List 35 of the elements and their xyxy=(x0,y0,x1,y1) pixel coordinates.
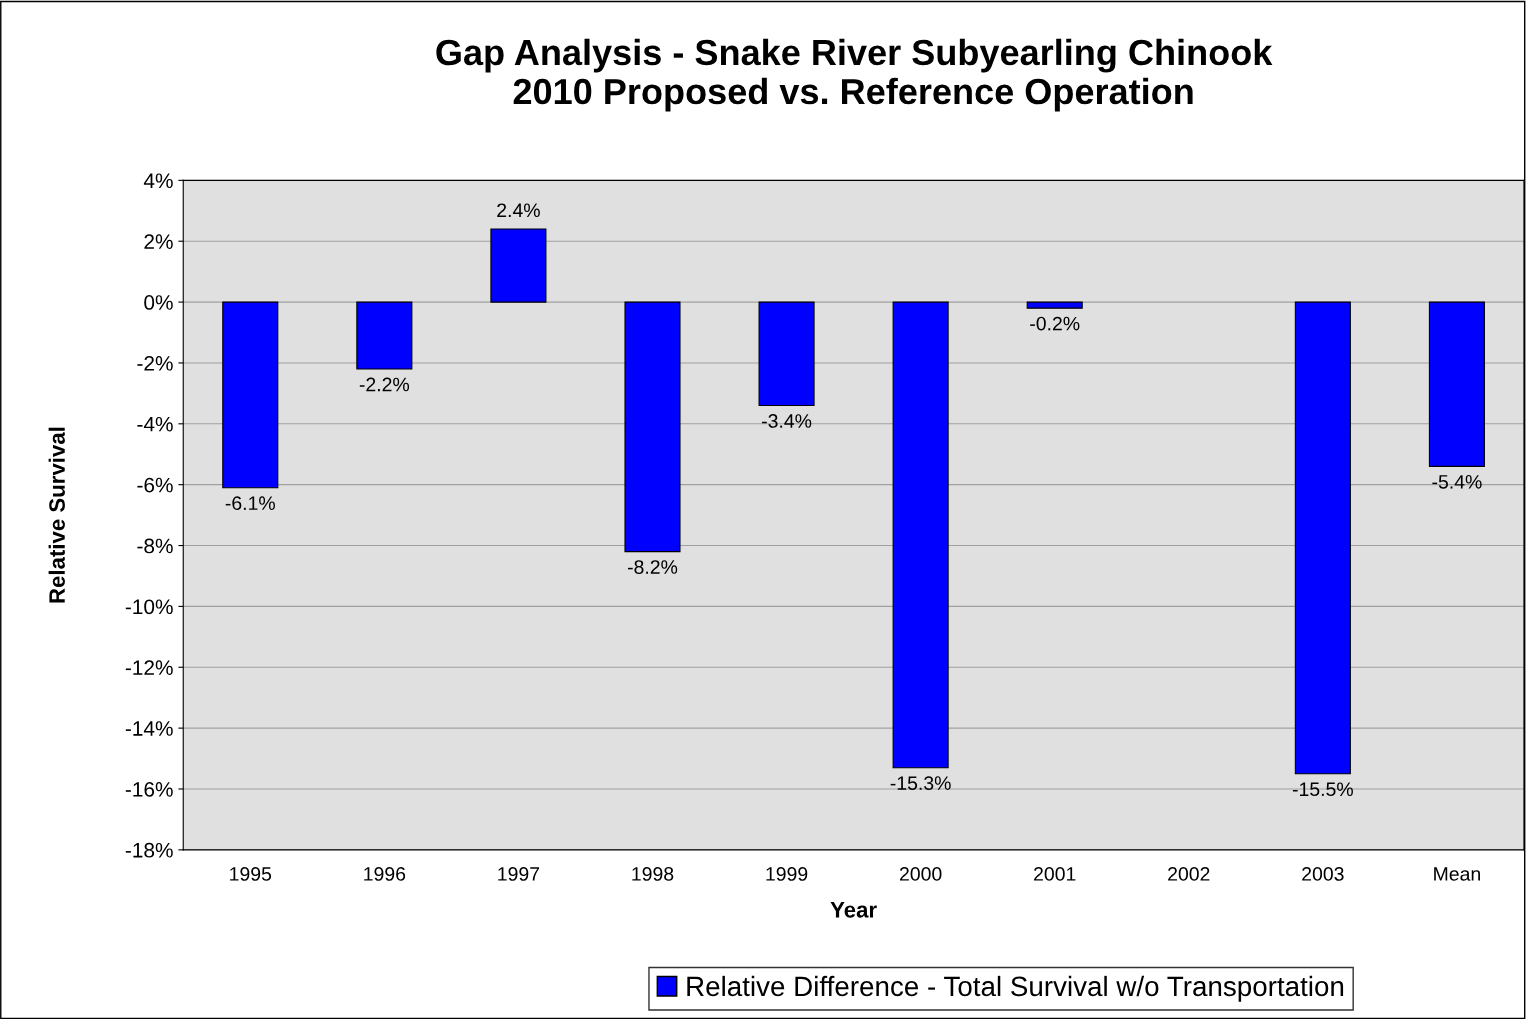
x-tick-label: 1999 xyxy=(766,867,808,881)
chart-title: Gap Analysis - Snake River Subyearling Chinook 2010 Proposed vs. Reference Operation xyxy=(436,38,1273,112)
y-tick-label: -2% xyxy=(137,355,173,371)
y-tick-label: 0% xyxy=(144,295,173,310)
y-tick-label: -14% xyxy=(125,721,173,736)
data-label: -3.4% xyxy=(762,414,812,428)
x-tick-label: 2000 xyxy=(899,867,942,881)
data-label: -6.1% xyxy=(225,496,275,511)
data-label: -2.2% xyxy=(359,377,410,392)
x-axis-title: Year xyxy=(830,902,877,918)
y-tick-label: -16% xyxy=(125,781,173,797)
data-label: 2.4% xyxy=(497,203,540,218)
x-tick-label: 1998 xyxy=(632,867,674,881)
y-axis-title: Relative Survival xyxy=(48,427,65,603)
data-label: -15.3% xyxy=(890,776,951,790)
x-tick-label: 2003 xyxy=(1302,867,1344,881)
data-label: -0.2% xyxy=(1030,316,1080,331)
data-label: -15.5% xyxy=(1292,782,1353,797)
x-tick-label: 1997 xyxy=(498,867,540,881)
y-tick-label: -4% xyxy=(137,416,173,432)
x-tick-label: 2002 xyxy=(1168,867,1210,881)
x-tick-label: 1996 xyxy=(364,867,406,881)
data-label: -5.4% xyxy=(1432,475,1482,489)
y-tick-label: 2% xyxy=(144,234,173,249)
y-tick-label: -6% xyxy=(137,477,173,493)
y-tick-label: -18% xyxy=(125,842,173,858)
data-label: -8.2% xyxy=(627,560,678,574)
y-tick-label: -8% xyxy=(137,538,173,554)
legend-label: Relative Difference - Total Survival w/o Transportation xyxy=(687,975,1344,1002)
x-tick-label: Mean xyxy=(1434,867,1480,881)
y-tick-label: 4% xyxy=(143,173,173,189)
x-tick-label: 2001 xyxy=(1034,867,1076,881)
y-tick-label: -12% xyxy=(125,660,173,675)
y-tick-label: -10% xyxy=(125,599,173,615)
x-tick-label: 1995 xyxy=(230,867,272,881)
